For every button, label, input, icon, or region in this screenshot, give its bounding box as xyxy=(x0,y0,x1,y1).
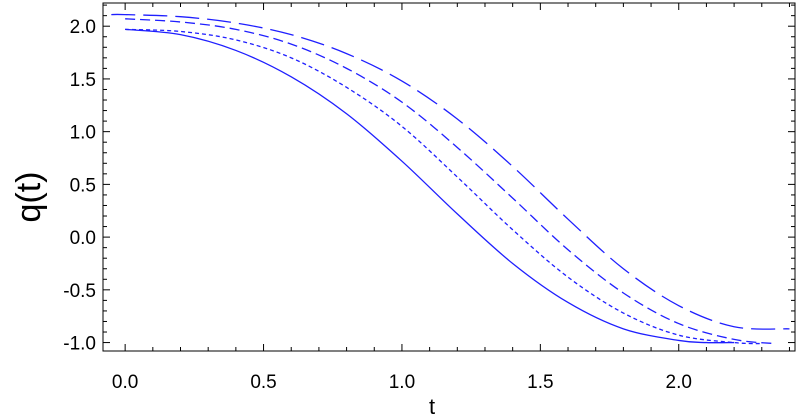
series-line-long-dash xyxy=(111,13,790,330)
y-tick-label: -0.5 xyxy=(63,281,96,302)
x-tick-labels: 0.0 0.5 1.0 1.5 2.0 xyxy=(112,372,692,393)
series-line-solid xyxy=(125,28,735,344)
y-axis-title: q(t) xyxy=(10,172,48,223)
y-tick-label: 2.0 xyxy=(70,17,96,38)
series-line-medium-dash xyxy=(125,18,776,345)
x-tick-label: 1.5 xyxy=(527,372,553,393)
x-tick-label: 2.0 xyxy=(666,372,692,393)
x-tick-label: 0.0 xyxy=(112,372,138,393)
y-tick-label: 0.5 xyxy=(70,175,96,196)
y-tick-label: -1.0 xyxy=(63,334,96,355)
series-line-short-dash xyxy=(125,28,762,345)
x-axis-title: t xyxy=(429,394,435,418)
y-tick-label: 1.5 xyxy=(70,70,96,91)
series-group xyxy=(111,13,790,345)
x-tick-label: 0.5 xyxy=(250,372,276,393)
axis-ticks xyxy=(103,3,795,351)
x-tick-label: 1.0 xyxy=(389,372,415,393)
plot-frame xyxy=(102,2,796,352)
y-tick-label: 0.0 xyxy=(70,228,96,249)
y-tick-label: 1.0 xyxy=(70,123,96,144)
y-tick-labels: -1.0 -0.5 0.0 0.5 1.0 1.5 2.0 xyxy=(63,17,96,354)
